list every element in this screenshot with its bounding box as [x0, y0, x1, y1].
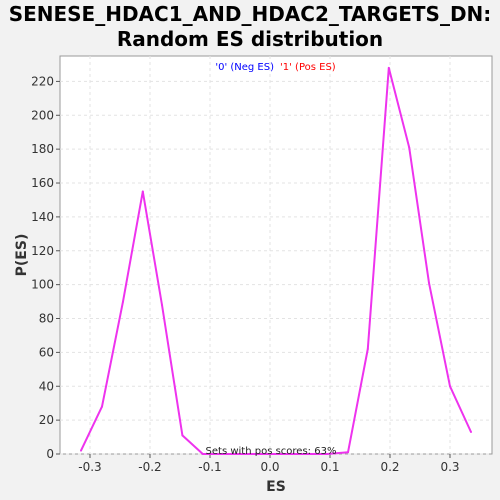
data-point-11: [305, 453, 307, 455]
y-tick-label-10: 200: [31, 108, 54, 122]
data-point-18: [449, 385, 451, 388]
series-line-0: [80, 66, 472, 455]
y-tick-label-5: 100: [31, 278, 54, 292]
y-tick-label-2: 40: [39, 379, 54, 393]
data-point-0: [80, 449, 82, 452]
data-point-16: [408, 146, 411, 149]
x-tick-label-6: 0.3: [440, 460, 459, 474]
y-tick-label-3: 60: [39, 345, 54, 359]
chart-title-line-1: SENESE_HDAC1_AND_HDAC2_TARGETS_DN:: [9, 2, 492, 26]
chart-title-line-2: Random ES distribution: [117, 27, 383, 51]
y-tick-label-6: 120: [31, 244, 54, 258]
y-tick-label-8: 160: [31, 176, 54, 190]
legend-entry-neg: '0' (Neg ES): [215, 62, 274, 73]
data-point-17: [428, 281, 430, 284]
data-point-19: [470, 431, 472, 433]
y-tick-label-9: 180: [31, 142, 54, 156]
data-point-9: [263, 453, 265, 455]
y-tick-label-4: 80: [39, 312, 54, 326]
data-point-7: [221, 453, 223, 455]
y-tick-label-1: 20: [39, 413, 54, 427]
x-tick-label-3: 0.0: [260, 460, 279, 474]
x-tick-label-0: -0.3: [78, 460, 101, 474]
data-point-5: [181, 434, 184, 437]
y-tick-label-7: 140: [31, 210, 54, 224]
x-tick-label-5: 0.2: [380, 460, 399, 474]
data-point-1: [101, 405, 103, 408]
x-axis-label: ES: [266, 479, 286, 495]
x-tick-label-2: -0.1: [198, 460, 221, 474]
data-point-4: [161, 304, 163, 306]
data-point-6: [201, 453, 204, 455]
data-point-2: [122, 300, 124, 303]
data-point-14: [366, 348, 369, 350]
legend-entry-pos: '1' (Pos ES): [280, 62, 336, 73]
x-tick-label-4: 0.1: [320, 460, 339, 474]
y-axis-label: P(ES): [14, 234, 30, 277]
data-point-13: [347, 451, 349, 454]
x-tick-label-1: -0.2: [138, 460, 161, 474]
y-tick-label-11: 220: [31, 74, 54, 88]
axes: -0.3 -0.2 -0.1 0.0 0.1 0.2 0.3 0 20 40 60 80 100 120 1…: [31, 74, 459, 474]
series-layer: [80, 66, 472, 455]
annotation-pos-scores: Sets with pos scores: 63%: [206, 446, 337, 457]
data-point-3: [141, 190, 144, 193]
data-point-8: [242, 453, 244, 455]
data-point-15: [387, 66, 390, 69]
y-tick-label-0: 0: [46, 447, 54, 461]
data-point-12: [326, 453, 328, 455]
legend: '0' (Neg ES) '1' (Pos ES): [215, 62, 335, 73]
data-point-10: [284, 453, 286, 455]
